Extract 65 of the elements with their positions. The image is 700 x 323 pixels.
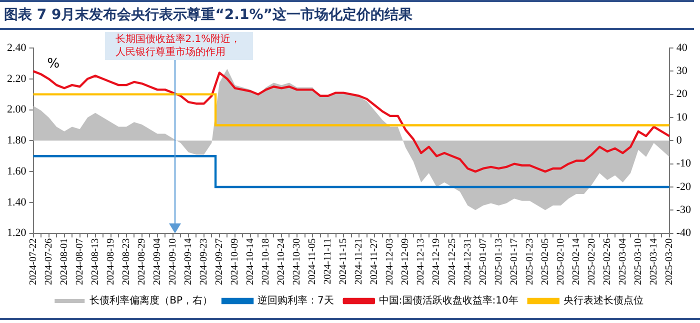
x-tick-label: 2024-11-05 — [307, 238, 318, 285]
x-tick-label: 2024-11-21 — [354, 238, 365, 285]
x-tick-label: 2024-12-03 — [384, 238, 396, 286]
y-tick-label: 1.40 — [7, 196, 27, 208]
x-tick-label: 2025-03-10 — [632, 238, 644, 286]
x-tick-label: 2024-08-29 — [136, 238, 148, 286]
y2-tick-label: -30 — [676, 204, 692, 216]
x-tick-label: 2024-09-27 — [214, 238, 226, 286]
x-tick-label: 2025-03-20 — [664, 238, 675, 286]
x-tick-label: 2024-09-14 — [183, 238, 194, 286]
y-tick-label: 2.40 — [7, 42, 27, 54]
x-tick-label: 2024-12-31 — [462, 238, 474, 286]
x-tick-label: 2024-09-04 — [152, 238, 163, 286]
x-tick-label: 2024-12-13 — [416, 238, 427, 286]
y-tick-label: 1.60 — [7, 165, 27, 178]
y2-tick-label: 10 — [676, 111, 688, 124]
x-tick-label: 2024-09-23 — [198, 238, 210, 286]
legend-label: 央行表述长债点位 — [563, 294, 644, 307]
y-tick-label: 1.80 — [7, 134, 27, 147]
x-tick-label: 2024-11-15 — [338, 238, 350, 285]
x-tick-label: 2024-12-25 — [446, 238, 458, 286]
y2-tick-label: -10 — [676, 158, 692, 170]
x-tick-label: 2025-02-05 — [540, 238, 551, 286]
annotation: 长期国债收益率2.1%附近，人民银行尊重市场的作用 — [105, 32, 254, 60]
x-tick-label: 2025-03-04 — [617, 238, 628, 286]
x-tick-label: 2024-10-14 — [245, 238, 256, 286]
y2-tick-label: 20 — [676, 88, 688, 100]
x-tick-label: 2024-12-19 — [431, 238, 442, 286]
x-tick-label: 2024-11-27 — [369, 238, 380, 285]
x-tick-label: 2024-08-13 — [90, 238, 101, 286]
x-tick-label: 2024-08-01 — [58, 238, 70, 286]
legend-label: 长债利率偏离度（BP，右） — [90, 294, 213, 307]
x-tick-label: 2024-10-18 — [260, 238, 272, 286]
x-tick-label: 2024-08-19 — [105, 238, 116, 286]
x-tick-label: 2024-07-22 — [28, 238, 39, 286]
y2-tick-label: 0 — [676, 134, 682, 147]
y-axis-title: % — [47, 56, 60, 72]
y2-tick-label: 40 — [676, 42, 688, 54]
x-tick-label: 2025-01-23 — [524, 238, 536, 286]
y-tick-label: 1.20 — [7, 227, 27, 240]
x-tick-label: 2024-12-09 — [400, 238, 412, 286]
y-tick-label: 2.00 — [7, 104, 27, 116]
x-tick-label: 2024-07-26 — [43, 238, 54, 286]
x-tick-label: 2024-10-24 — [276, 238, 288, 286]
y2-tick-label: 30 — [676, 65, 688, 78]
x-tick-label: 2025-02-20 — [586, 238, 598, 286]
y-tick-label: 2.20 — [7, 72, 27, 85]
x-tick-label: 2025-01-17 — [508, 238, 520, 286]
y2-tick-label: -40 — [676, 227, 692, 240]
x-tick-label: 2025-01-13 — [493, 238, 504, 286]
x-tick-label: 2025-02-14 — [570, 238, 582, 286]
x-tick-label: 2024-08-23 — [120, 238, 132, 286]
x-tick-label: 2024-09-10 — [168, 238, 179, 286]
legend-label: 中国:国债活跃收盘收益率:10年 — [378, 294, 518, 307]
x-tick-label: 2025-03-14 — [648, 238, 660, 286]
x-tick-label: 2025-02-26 — [602, 238, 613, 286]
x-tick-label: 2024-08-07 — [74, 238, 86, 286]
legend-label: 逆回购利率：7天 — [258, 294, 334, 307]
x-tick-label: 2024-10-30 — [292, 238, 303, 286]
x-tick-label: 2025-02-10 — [555, 238, 566, 286]
x-tick-label: 2024-10-09 — [230, 238, 241, 286]
y2-tick-label: -20 — [676, 180, 692, 193]
x-tick-label: 2025-01-07 — [478, 238, 489, 286]
x-tick-label: 2024-11-11 — [322, 238, 334, 284]
chart-title: 图表 7 9月末发布会央行表示尊重“2.1%”这一市场化定价的结果 — [0, 0, 694, 30]
